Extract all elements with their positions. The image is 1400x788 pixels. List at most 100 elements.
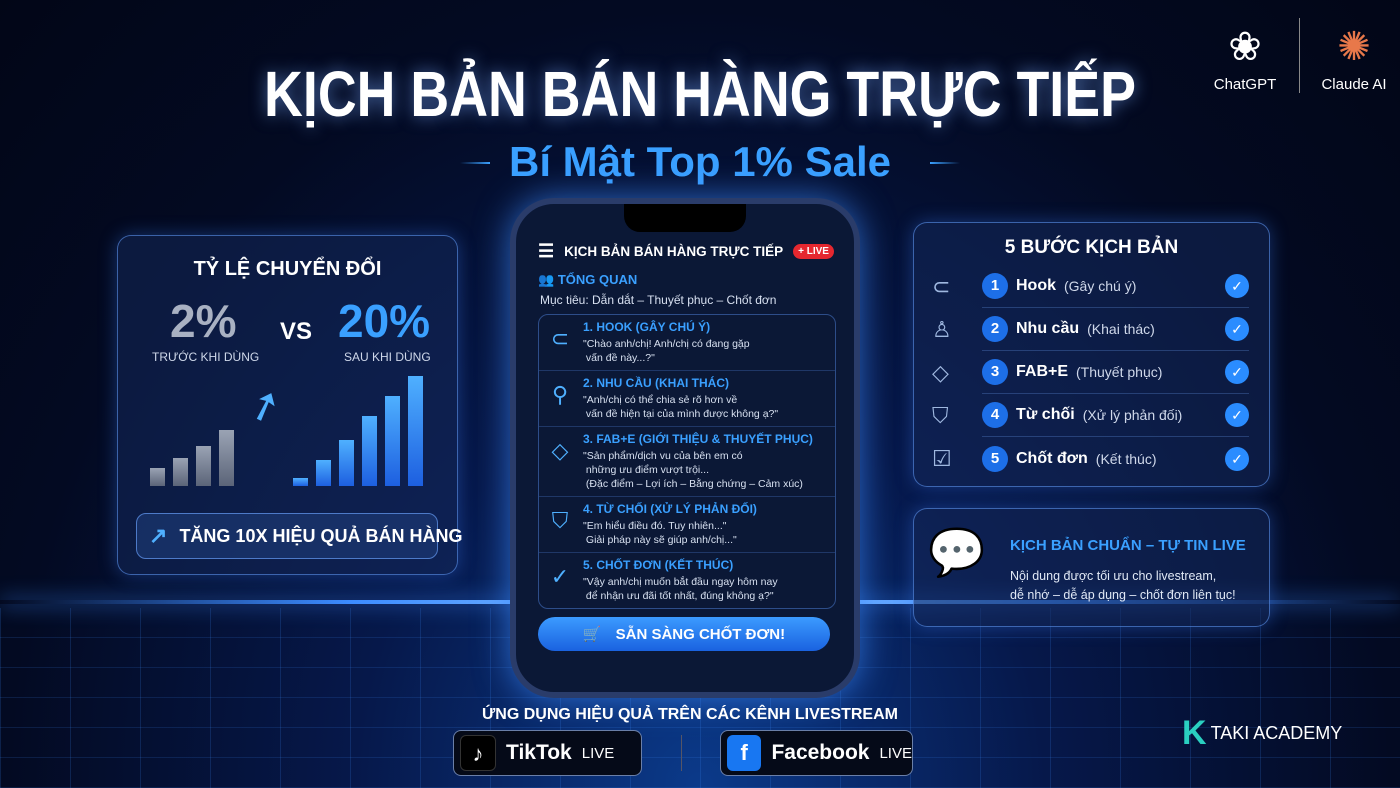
magnet-icon: ⊂: [550, 326, 570, 351]
step-desc: (Xử lý phản đối): [1082, 407, 1183, 423]
step-desc: (Khai thác): [1087, 321, 1155, 337]
check-icon: ✓: [1225, 403, 1249, 427]
shield-icon: ⛉: [932, 402, 949, 428]
shield-icon: ⛉: [551, 508, 569, 533]
phone-header: ☰ KỊCH BẢN BÁN HÀNG TRỰC TIẾP + LIVE: [538, 240, 834, 262]
facebook-live-badge[interactable]: f Facebook LIVE: [720, 730, 913, 776]
page-subtitle: Bí Mật Top 1% Sale: [509, 138, 891, 185]
step-number: 5: [982, 445, 1008, 472]
user-icon: ♙: [932, 316, 952, 342]
ready-to-close-button[interactable]: 🛒 SẴN SÀNG CHỐT ĐƠN!: [538, 617, 830, 651]
step-row: ☑ 5 Chốt đơn (Kết thúc) ✓: [914, 437, 1269, 480]
after-bar: [316, 460, 331, 486]
step-number: 3: [982, 359, 1008, 385]
user-search-icon: ⚲: [551, 382, 569, 407]
step-number: 2: [982, 316, 1008, 342]
step-text: "Sản phẩm/dịch vu của bên em có những ưu…: [583, 450, 803, 490]
after-bar: [385, 396, 400, 486]
step-title: 2. NHU CẦU (KHAI THÁC): [583, 376, 729, 390]
conversion-title: TỶ LỆ CHUYỂN ĐỔI: [193, 258, 382, 280]
divider: [460, 162, 490, 164]
taki-academy-logo: K TAKI ACADEMY: [1182, 714, 1342, 753]
users-icon: 👥: [538, 272, 558, 287]
step-text: "Vậy anh/chị muốn bắt đầu ngay hôm nay đ…: [583, 576, 778, 602]
phone-mockup: ☰ KỊCH BẢN BÁN HÀNG TRỰC TIẾP + LIVE 👥 T…: [510, 198, 860, 698]
brand-name: TAKI ACADEMY: [1210, 723, 1343, 743]
step-name: Hook: [1016, 277, 1056, 294]
taki-k-icon: K: [1182, 714, 1207, 752]
after-bar: [408, 376, 423, 486]
promo-text: Nội dung được tối ưu cho livestream, dễ …: [1010, 569, 1236, 602]
after-label: SAU KHI DÙNG: [344, 350, 431, 364]
step-row: ⛉ 4 Từ chối (Xử lý phản đối) ✓: [914, 394, 1269, 437]
divider: [1299, 18, 1300, 93]
chatgpt-logo: ❀ ChatGPT: [1205, 18, 1285, 93]
check-icon: ✓: [1225, 317, 1249, 341]
step-number: 4: [982, 402, 1008, 428]
boost-label: TĂNG 10X HIỆU QUẢ BÁN HÀNG: [179, 525, 463, 546]
before-value: 2%: [170, 295, 237, 347]
script-step: ⛉ 4. TỪ CHỐI (XỬ LÝ PHẢN ĐỐI) "Em hiểu điề…: [539, 497, 835, 553]
divider: [681, 735, 682, 771]
step-desc: (Kết thúc): [1095, 450, 1157, 467]
facebook-icon: f: [727, 735, 762, 771]
chat-bubble-check-icon: 💬: [928, 526, 986, 578]
step-name: Từ chối: [1016, 406, 1075, 423]
magnet-icon: ⊂: [932, 273, 951, 299]
phone-notch: [624, 204, 746, 232]
script-steps: ⊂ 1. HOOK (GÂY CHÚ Ý) "Chào anh/chị! Anh/c…: [538, 314, 836, 609]
after-bar: [339, 440, 354, 486]
claude-burst-icon: ✺: [1337, 25, 1371, 69]
tiktok-live-badge[interactable]: ♪ TikTok LIVE: [453, 730, 642, 776]
check-icon: ✓: [1225, 446, 1249, 471]
step-title: 4. TỪ CHỐI (XỬ LÝ PHẢN ĐỐI): [583, 502, 757, 516]
openai-knot-icon: ❀: [1228, 25, 1262, 69]
before-bar: [150, 468, 165, 486]
channel-name: TikTok: [506, 741, 572, 764]
promo-title: KỊCH BẢN CHUẨN – TỰ TIN LIVE: [1010, 537, 1246, 554]
check-icon: ✓: [1225, 274, 1249, 298]
steps-title: 5 BƯỚC KỊCH BẢN: [1004, 237, 1179, 258]
step-text: "Chào anh/chị! Anh/chị có đang gặp vấn đ…: [583, 338, 750, 364]
step-title: 5. CHỐT ĐƠN (KẾT THÚC): [583, 558, 734, 572]
channel-suffix: LIVE: [581, 744, 615, 762]
step-desc: (Gây chú ý): [1064, 278, 1137, 294]
trend-up-icon: ↗: [149, 523, 168, 548]
before-label: TRƯỚC KHI DÙNG: [152, 350, 260, 364]
cta-label: SẴN SÀNG CHỐT ĐƠN!: [615, 625, 786, 643]
growth-arrow-icon: ➚: [241, 379, 289, 433]
step-text: "Em hiểu điều đó. Tuy nhiên..." Giải phá…: [583, 520, 737, 546]
script-step: ✓ 5. CHỐT ĐƠN (KẾT THÚC) "Vậy anh/chị muốn…: [539, 553, 835, 608]
phone-title: KỊCH BẢN BÁN HÀNG TRỰC TIẾP: [564, 243, 784, 259]
before-bar: [219, 430, 234, 486]
boost-badge: ↗ TĂNG 10X HIỆU QUẢ BÁN HÀNG: [136, 513, 462, 559]
step-name: FAB+E: [1016, 363, 1069, 380]
page-title: KỊCH BẢN BÁN HÀNG TRỰC TIẾP: [264, 58, 1136, 130]
step-row: ♙ 2 Nhu cầu (Khai thác) ✓: [914, 308, 1269, 351]
step-title: 1. HOOK (GÂY CHÚ Ý): [583, 320, 711, 334]
check-circle-icon: ✓: [550, 564, 570, 589]
step-row: ◇ 3 FAB+E (Thuyết phục) ✓: [914, 351, 1269, 394]
after-bar: [293, 478, 308, 486]
overview-heading: 👥 TỔNG QUAN: [538, 272, 637, 288]
before-bar: [173, 458, 188, 486]
tiktok-icon: ♪: [460, 735, 496, 771]
channel-name: Facebook: [771, 741, 870, 764]
diamond-icon: ◇: [932, 359, 949, 385]
before-bar: [196, 446, 211, 486]
script-step: ⚲ 2. NHU CẦU (KHAI THÁC) "Anh/chị có thể c…: [539, 371, 835, 427]
diamond-icon: ◇: [551, 438, 569, 463]
step-number: 1: [982, 273, 1008, 299]
claude-logo: ✺ Claude AI: [1314, 18, 1394, 93]
vs-label: VS: [280, 318, 313, 345]
partner-logos: ❀ ChatGPT ✺ Claude AI: [1205, 18, 1394, 93]
step-desc: (Thuyết phục): [1076, 364, 1163, 380]
checkbox-icon: ☑: [932, 445, 952, 471]
step-name: Chốt đơn: [1016, 449, 1088, 467]
menu-icon[interactable]: ☰: [538, 240, 555, 261]
channel-suffix: LIVE: [879, 744, 912, 762]
overview-label: TỔNG QUAN: [557, 272, 638, 287]
cart-icon: 🛒: [582, 626, 602, 643]
live-badge: + LIVE: [793, 243, 834, 259]
step-name: Nhu cầu: [1016, 320, 1080, 337]
